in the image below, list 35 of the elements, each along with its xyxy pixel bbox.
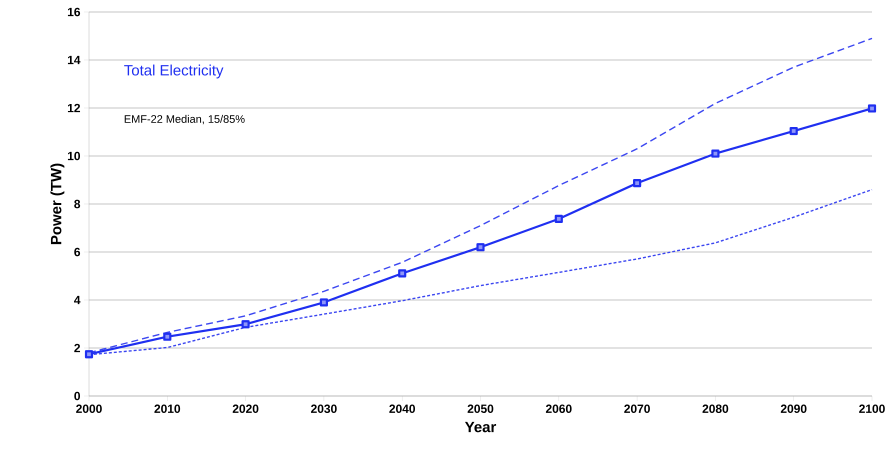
y-tick-label: 10 <box>68 152 80 160</box>
y-tick-label: 16 <box>68 8 80 16</box>
x-tick-label: 2030 <box>311 404 337 413</box>
annotation: Total Electricity <box>124 64 224 78</box>
point <box>554 214 563 223</box>
x-axis-title: Year <box>464 422 496 432</box>
x-tick-label: 2080 <box>702 404 728 413</box>
y-axis-title: Power (TW) <box>50 164 64 244</box>
y-tick-label: 4 <box>74 296 80 304</box>
y-tick-label: 2 <box>74 344 80 352</box>
point <box>163 332 172 341</box>
x-tick-label: 2000 <box>76 404 102 413</box>
point <box>84 350 94 358</box>
y-tick-label: 6 <box>74 248 80 256</box>
x-tick-label: 2040 <box>389 404 416 413</box>
y-tick-label: 0 <box>74 392 80 400</box>
x-tick-label: 2050 <box>468 404 494 413</box>
y-tick-label: 12 <box>68 104 80 112</box>
x-tick-label: 2010 <box>154 404 180 413</box>
point <box>476 243 485 252</box>
point <box>868 104 876 113</box>
y-tick-label: 14 <box>68 56 80 64</box>
x-tick-label: 2090 <box>780 404 807 413</box>
point <box>320 298 328 306</box>
point <box>711 150 720 158</box>
point <box>398 269 406 278</box>
annotation: EMF-22 Median, 15/85% <box>124 114 245 124</box>
point <box>633 179 642 188</box>
x-tick-label: 2020 <box>232 404 258 413</box>
x-tick-label: 2100 <box>859 404 885 413</box>
point <box>242 320 250 328</box>
point <box>790 126 798 136</box>
x-tick-label: 2060 <box>546 404 572 413</box>
y-tick-label: 8 <box>74 200 80 208</box>
x-tick-label: 2070 <box>624 404 650 413</box>
